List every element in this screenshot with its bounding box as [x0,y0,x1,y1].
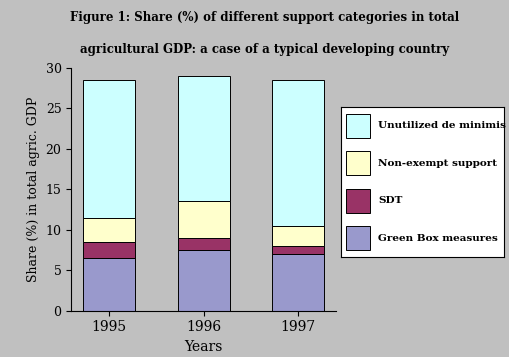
Bar [83,242,135,258]
Bar [83,80,135,217]
Text: Figure 1: Share (%) of different support categories in total: Figure 1: Share (%) of different support… [70,11,459,24]
Bar [178,201,230,238]
Bar [272,246,324,254]
X-axis label: Years: Years [184,340,223,354]
Text: agricultural GDP: a case of a typical developing country: agricultural GDP: a case of a typical de… [80,43,449,56]
Text: SDT: SDT [379,196,403,205]
FancyBboxPatch shape [346,114,371,138]
Bar [272,226,324,246]
FancyBboxPatch shape [346,226,371,250]
Text: Non-exempt support: Non-exempt support [379,159,497,168]
Bar [178,238,230,250]
Bar [178,76,230,201]
Bar [178,250,230,311]
Bar [83,258,135,311]
Bar [83,217,135,242]
Y-axis label: Share (%) in total agric. GDP: Share (%) in total agric. GDP [27,96,40,282]
Text: Unutilized de minimis: Unutilized de minimis [379,121,506,130]
FancyBboxPatch shape [346,189,371,213]
FancyBboxPatch shape [346,151,371,175]
Bar [272,254,324,311]
Bar [272,80,324,226]
Text: Green Box measures: Green Box measures [379,234,498,243]
